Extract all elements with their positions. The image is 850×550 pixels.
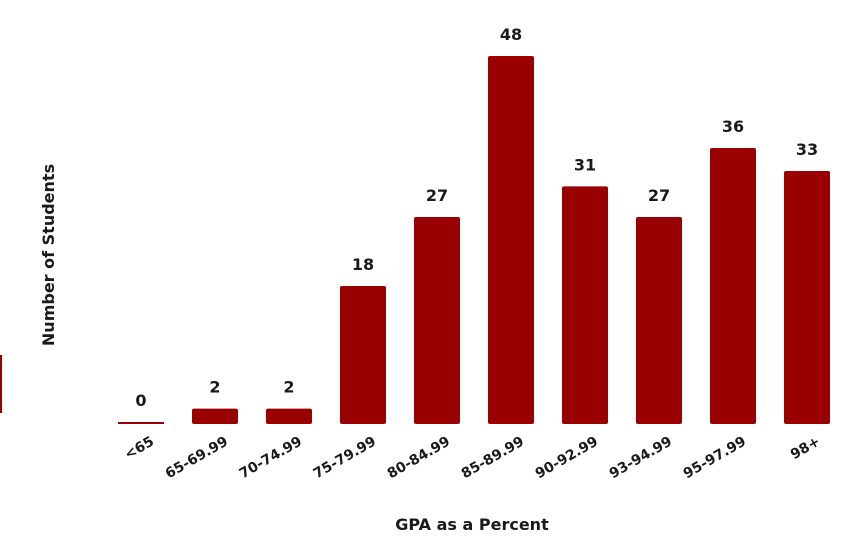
bar-7 — [636, 217, 682, 424]
bar-2 — [266, 408, 312, 424]
bar-0 — [118, 422, 164, 424]
bar-4 — [414, 217, 460, 424]
value-label-6: 31 — [574, 155, 596, 174]
x-tick-label-8: 95-97.99 — [681, 434, 749, 483]
x-tick-label-2: 70-74.99 — [237, 434, 305, 483]
value-label-9: 33 — [796, 140, 818, 159]
bar-1 — [192, 408, 238, 424]
x-tick-label-1: 65-69.99 — [163, 434, 231, 483]
bar-5 — [488, 56, 534, 424]
value-label-2: 2 — [283, 378, 294, 397]
x-tick-label-5: 85-89.99 — [459, 434, 527, 483]
x-tick-label-6: 90-92.99 — [533, 434, 601, 483]
bars-group — [118, 56, 830, 424]
value-label-8: 36 — [722, 117, 744, 136]
value-label-7: 27 — [648, 186, 670, 205]
value-labels-group: 0 2 2 18 27 48 31 27 36 33 — [135, 25, 818, 410]
value-label-5: 48 — [500, 25, 522, 44]
x-tick-label-4: 80-84.99 — [385, 434, 453, 483]
bar-3 — [340, 286, 386, 424]
x-tick-label-7: 93-94.99 — [607, 434, 675, 483]
x-axis-title: GPA as a Percent — [395, 515, 549, 534]
x-tick-label-9: 98+ — [788, 434, 823, 463]
bar-6 — [562, 186, 608, 424]
bar-8 — [710, 148, 756, 424]
x-tick-label-0: <65 — [122, 434, 157, 463]
x-tick-labels-group: <65 65-69.99 70-74.99 75-79.99 80-84.99 85-89… — [122, 434, 823, 483]
x-tick-label-3: 75-79.99 — [311, 434, 379, 483]
value-label-4: 27 — [426, 186, 448, 205]
value-label-3: 18 — [352, 255, 374, 274]
bar-9 — [784, 171, 830, 424]
value-label-0: 0 — [135, 391, 146, 410]
value-label-1: 2 — [209, 378, 220, 397]
y-axis-title: Number of Students — [39, 164, 58, 346]
